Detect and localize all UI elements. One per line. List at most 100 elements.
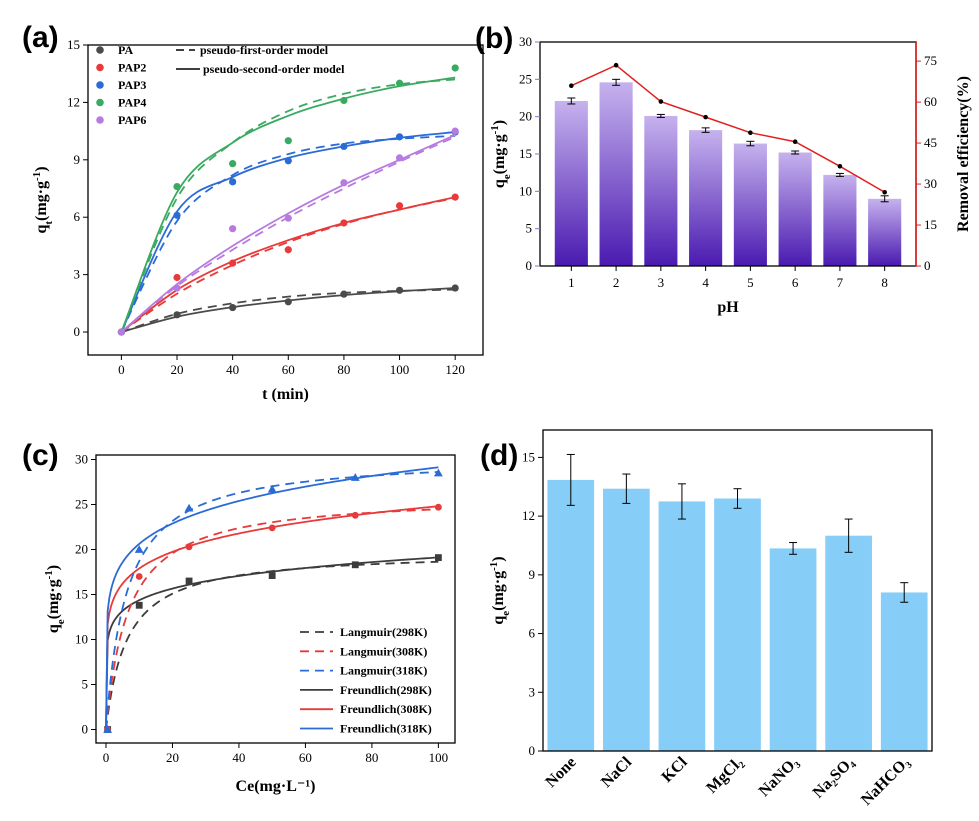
x-tick-label: 80 <box>337 362 350 377</box>
right-y-tick-label: 75 <box>924 53 937 68</box>
bar <box>644 115 678 266</box>
x-tick-label: 80 <box>365 750 378 765</box>
data-point <box>184 503 194 512</box>
y-tick-label: 25 <box>75 497 88 512</box>
y-tick-label: 3 <box>529 684 536 699</box>
y-axis-label-part: q <box>33 225 50 234</box>
data-point <box>185 543 193 551</box>
data-point <box>434 554 442 561</box>
x-tick-label: 7 <box>837 275 844 290</box>
legend-entry: Langmuir(298K) <box>340 625 427 639</box>
legend-marker <box>96 63 104 72</box>
panel-a-label: (a) <box>22 21 59 54</box>
removal-point <box>658 99 664 104</box>
y-axis-label-part: -1 <box>43 570 55 579</box>
data-point <box>267 484 277 493</box>
panel-d-label: (d) <box>480 439 518 472</box>
panel-c-frame <box>95 454 456 744</box>
x-tick-label: None <box>542 754 579 791</box>
y-tick-label: 5 <box>82 677 89 692</box>
data-point <box>340 179 348 187</box>
data-point <box>103 725 113 733</box>
y-tick-label: 30 <box>519 34 532 49</box>
y-axis-label-part: q <box>491 179 508 188</box>
x-tick-label: KCl <box>659 753 692 786</box>
bar <box>658 501 706 751</box>
data-point <box>395 202 404 210</box>
pfo-fit-line <box>120 78 456 333</box>
y-tick-label: 0 <box>529 743 536 758</box>
data-point <box>284 246 292 254</box>
x-axis-label: t (min) <box>262 386 309 403</box>
panel-b-frame <box>539 41 917 267</box>
x-tick-label: 0 <box>103 750 110 765</box>
data-point <box>451 127 459 135</box>
y-tick-label: 5 <box>526 221 533 236</box>
legend-model-2: pseudo-second-order model <box>203 62 345 76</box>
y-tick-label: 15 <box>519 146 532 161</box>
x-tick-label: NaCl <box>598 753 636 791</box>
x-tick-label: 3 <box>658 275 665 290</box>
x-tick-label: 6 <box>792 275 799 290</box>
right-y-tick-label: 0 <box>924 258 931 273</box>
removal-point <box>703 114 708 120</box>
panel-c-label: (c) <box>22 439 59 472</box>
freundlich-fit-line <box>105 556 439 730</box>
y-tick-label: 12 <box>67 94 80 109</box>
right-y-tick-label: 45 <box>924 135 937 150</box>
y-axis-label: qe(mg·g-1) <box>43 565 67 633</box>
y-axis-label-part: ) <box>491 120 508 125</box>
legend-entry: Freundlich(298K) <box>340 683 432 697</box>
pfo-fit-line <box>120 197 456 333</box>
y-tick-label: 15 <box>67 37 80 52</box>
bar <box>547 479 595 751</box>
y-tick-label: 9 <box>529 567 536 582</box>
x-tick-label: 60 <box>299 750 312 765</box>
right-y-tick-label: 30 <box>924 176 937 191</box>
y-axis-label-part: e <box>55 619 67 624</box>
y-tick-label: 30 <box>75 452 88 467</box>
x-tick-label: 8 <box>881 275 888 290</box>
data-point <box>185 577 193 585</box>
data-point <box>284 298 292 306</box>
x-tick-label: 40 <box>226 362 239 377</box>
removal-point <box>837 163 843 169</box>
data-point <box>173 311 181 319</box>
data-point <box>135 573 143 580</box>
freundlich-fit-line <box>105 466 439 730</box>
y-tick-label: 3 <box>74 267 81 282</box>
data-point <box>451 64 459 72</box>
data-point <box>135 601 143 609</box>
x-tick-label: 100 <box>390 362 410 377</box>
data-point <box>117 328 125 336</box>
y-axis-label-part: -1 <box>31 172 43 181</box>
y-tick-label: 15 <box>522 449 535 464</box>
legend-entry: PAP3 <box>118 78 146 92</box>
data-point <box>340 290 348 298</box>
y-axis-label-part: -1 <box>489 125 501 134</box>
y-axis-label-part: (mg·g <box>45 579 62 619</box>
pfo-fit-line <box>120 134 456 333</box>
right-y-tick-label: 60 <box>924 94 937 109</box>
y-tick-label: 0 <box>82 722 89 737</box>
y-tick-label: 20 <box>75 542 88 557</box>
data-point <box>229 178 237 186</box>
right-y-tick-label: 15 <box>924 217 937 232</box>
y-axis-label-part: q <box>45 624 62 633</box>
data-point <box>451 193 459 201</box>
legend-marker <box>96 116 104 124</box>
data-point <box>284 214 292 222</box>
data-point <box>134 545 144 553</box>
y-axis-label: qt(mg·g-1) <box>31 166 55 233</box>
y-axis-label-part: e <box>501 174 513 179</box>
y-tick-label: 20 <box>519 109 532 124</box>
legend-marker <box>96 98 104 107</box>
y-tick-label: 0 <box>526 258 533 273</box>
x-tick-label: 20 <box>171 362 184 377</box>
y-axis-label-part: ) <box>490 556 507 561</box>
data-point <box>451 284 459 292</box>
data-point <box>395 133 404 141</box>
panel-d-frame <box>542 429 933 752</box>
bar <box>554 100 588 266</box>
removal-point <box>882 189 887 195</box>
